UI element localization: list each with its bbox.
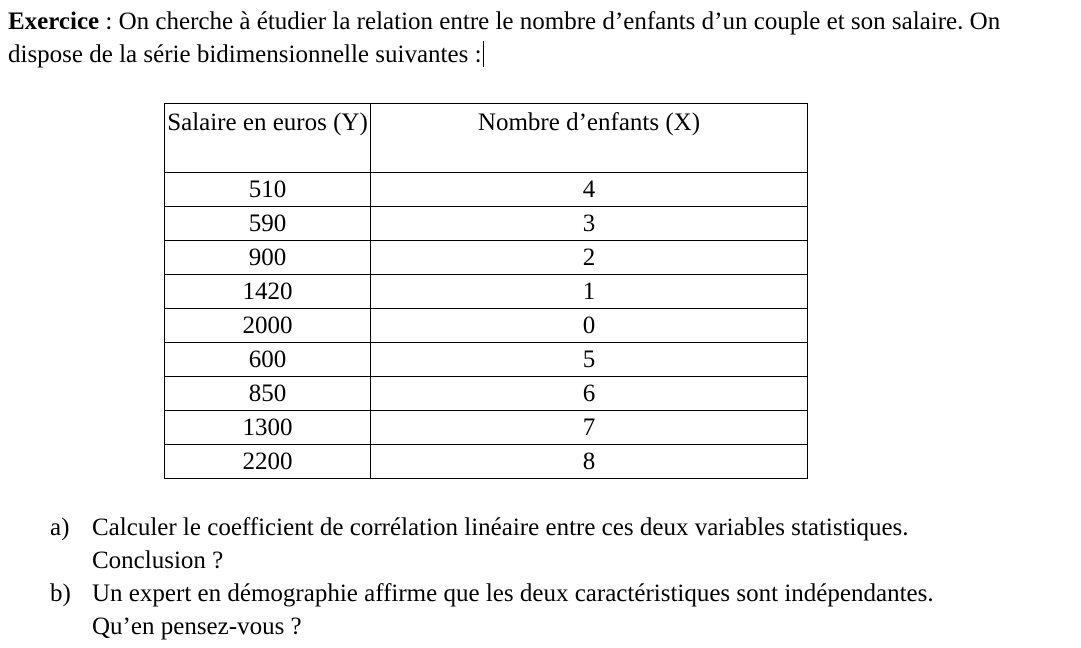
- table-row: 510 4: [164, 172, 808, 207]
- exercise-text: On cherche à étudier la relation entre l…: [8, 8, 1001, 68]
- header-salary: Salaire en euros (Y): [164, 103, 371, 173]
- question-line: Calculer le coefficient de corrélation l…: [92, 514, 909, 541]
- exercise-label: Exercice: [8, 8, 100, 35]
- children-cell: 2: [370, 240, 808, 275]
- salary-cell: 510: [164, 172, 371, 207]
- table-row: 1300 7: [164, 410, 808, 445]
- question-b: b) Un expert en démographie affirme que …: [50, 577, 1075, 643]
- salary-cell: 2000: [164, 308, 371, 343]
- salary-cell: 1420: [164, 274, 371, 309]
- question-letter: a): [50, 514, 70, 541]
- question-line: Conclusion ?: [92, 547, 224, 574]
- question-line: Qu’en pensez-vous ?: [92, 613, 302, 640]
- question-list: a) Calculer le coefficient de corrélatio…: [50, 511, 1075, 643]
- table-row: 600 5: [164, 342, 808, 377]
- children-cell: 0: [370, 308, 808, 343]
- exercise-statement: Exercice : On cherche à étudier la relat…: [8, 5, 1073, 71]
- children-cell: 1: [370, 274, 808, 309]
- salary-cell: 600: [164, 342, 371, 377]
- question-text: Un expert en démographie affirme que les…: [92, 577, 1075, 643]
- children-cell: 8: [370, 444, 808, 479]
- header-children: Nombre d’enfants (X): [370, 103, 808, 173]
- text-cursor: [482, 41, 484, 67]
- children-cell: 7: [370, 410, 808, 445]
- table-row: 2200 8: [164, 444, 808, 479]
- table-header-row: Salaire en euros (Y) Nombre d’enfants (X…: [164, 103, 808, 173]
- exercise-separator: :: [99, 8, 119, 35]
- salary-cell: 900: [164, 240, 371, 275]
- table-row: 1420 1: [164, 274, 808, 309]
- salary-cell: 1300: [164, 410, 371, 445]
- table-row: 850 6: [164, 376, 808, 411]
- children-cell: 4: [370, 172, 808, 207]
- data-table: Salaire en euros (Y) Nombre d’enfants (X…: [164, 103, 808, 479]
- question-text: Calculer le coefficient de corrélation l…: [92, 511, 1075, 577]
- table-row: 590 3: [164, 206, 808, 241]
- children-cell: 5: [370, 342, 808, 377]
- salary-cell: 590: [164, 206, 371, 241]
- question-letter: b): [50, 580, 71, 607]
- question-a: a) Calculer le coefficient de corrélatio…: [50, 511, 1075, 577]
- salary-cell: 2200: [164, 444, 371, 479]
- question-line: Un expert en démographie affirme que les…: [92, 580, 934, 607]
- salary-cell: 850: [164, 376, 371, 411]
- children-cell: 6: [370, 376, 808, 411]
- children-cell: 3: [370, 206, 808, 241]
- table-row: 2000 0: [164, 308, 808, 343]
- table-row: 900 2: [164, 240, 808, 275]
